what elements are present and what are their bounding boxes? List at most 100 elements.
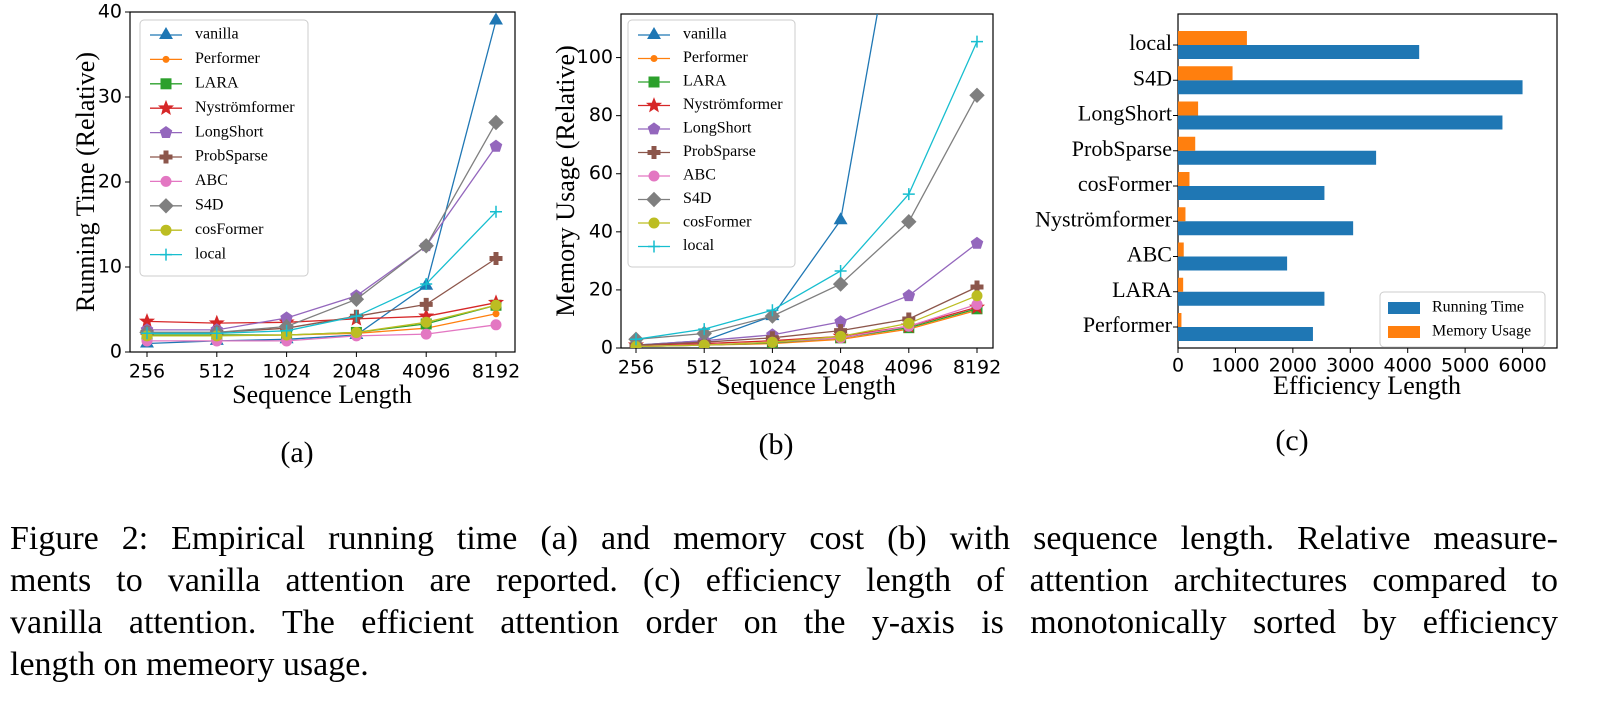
x-tick-label: 3000 (1326, 355, 1374, 377)
x-tick-label: 5000 (1441, 355, 1489, 377)
marker (835, 330, 847, 342)
figure: (a) Sequence Length Running Time (Relative… (71, 1, 1558, 469)
bar (1178, 150, 1377, 165)
legend-box (1379, 291, 1546, 348)
marker (647, 27, 661, 39)
y-axis-label: Memory Usage (Relative) (551, 45, 580, 316)
legend-label: S4D (195, 196, 223, 213)
bar (1178, 327, 1313, 341)
bar (1178, 45, 1420, 59)
x-tick-label: 6000 (1498, 355, 1546, 377)
series-line (147, 324, 497, 342)
series-line (635, 308, 978, 348)
y-tick-label: 100 (577, 46, 613, 68)
bar (1178, 136, 1196, 151)
x-axis-label: Sequence Length (716, 371, 896, 400)
x-tick-label: 2048 (816, 357, 864, 379)
marker (971, 290, 983, 302)
legend-label: ABC (195, 172, 228, 189)
legend-label: Nyströmformer (195, 99, 295, 116)
marker (350, 310, 363, 323)
marker (650, 55, 658, 62)
marker (647, 146, 661, 159)
bar (1178, 277, 1184, 292)
x-tick-label: 4096 (402, 361, 450, 383)
marker (160, 248, 172, 261)
y-tick-label: ABC (1127, 242, 1172, 267)
marker (832, 276, 849, 292)
bar (1178, 242, 1184, 257)
x-tick-label: 4000 (1384, 355, 1432, 377)
x-axis-label: Sequence Length (232, 380, 412, 409)
x-axis-label: Efficiency Length (1273, 371, 1461, 400)
legend-label: vanilla (683, 26, 727, 43)
legend-label: ABC (683, 167, 716, 184)
legend-label: LARA (195, 74, 239, 91)
marker (159, 27, 173, 39)
marker (970, 236, 984, 249)
y-tick-label: LARA (1112, 277, 1172, 302)
series-line (147, 211, 497, 334)
bar (1178, 172, 1190, 186)
marker (698, 323, 711, 336)
y-tick-label: 40 (98, 1, 122, 23)
marker (901, 213, 917, 230)
x-tick-label: 8192 (953, 357, 1001, 379)
x-tick-label: 1024 (748, 357, 796, 379)
marker (492, 310, 500, 318)
marker (648, 170, 660, 182)
y-tick-label: S4D (1133, 65, 1172, 90)
x-tick-label: 512 (686, 357, 722, 379)
bar (1178, 101, 1199, 116)
marker (348, 291, 365, 308)
bar (1178, 66, 1233, 81)
x-tick-label: 1000 (1211, 355, 1259, 377)
y-tick-label: Nyströmformer (1035, 206, 1173, 231)
y-tick-label: 0 (601, 337, 613, 359)
plot-frame (620, 13, 994, 349)
bar (1178, 80, 1523, 95)
series-line (635, 94, 978, 340)
marker (490, 319, 502, 331)
marker (630, 333, 642, 346)
legend-label: LARA (683, 73, 727, 90)
marker (141, 327, 153, 340)
marker (162, 55, 170, 63)
y-tick-label: 0 (110, 341, 122, 363)
marker (157, 99, 175, 116)
legend-label: Running Time (1432, 299, 1524, 316)
legend-label: Nyströmformer (683, 96, 783, 113)
bar (1178, 207, 1186, 222)
marker (646, 191, 662, 208)
y-tick-label: 10 (98, 256, 122, 278)
series-line (146, 302, 497, 324)
marker (158, 198, 174, 214)
subfigure-label: (b) (759, 428, 794, 461)
caption-line: Figure 2: Empirical running time (a) and… (10, 520, 1558, 557)
y-tick-label: cosFormer (1078, 171, 1173, 196)
marker (490, 299, 502, 311)
marker (489, 139, 503, 152)
legend-patch (1388, 326, 1420, 338)
caption-line: length on memeory usage. (10, 646, 369, 683)
y-tick-label: local (1129, 30, 1172, 55)
marker (834, 265, 847, 278)
series-line (147, 304, 497, 337)
marker (648, 76, 660, 88)
legend-label: local (683, 237, 715, 254)
marker (903, 317, 915, 329)
x-tick-label: 256 (618, 357, 654, 379)
marker (420, 278, 433, 290)
bar (1178, 256, 1288, 271)
marker (210, 327, 223, 340)
series-line (147, 122, 497, 334)
marker (647, 122, 661, 135)
y-axis-label: Running Time (Relative) (71, 52, 100, 312)
x-tick-label: 256 (129, 361, 165, 383)
y-tick-label: 20 (589, 278, 613, 300)
bar (1178, 313, 1182, 327)
legend-label: local (195, 245, 227, 262)
legend-label: ProbSparse (195, 148, 268, 165)
marker (280, 324, 293, 337)
